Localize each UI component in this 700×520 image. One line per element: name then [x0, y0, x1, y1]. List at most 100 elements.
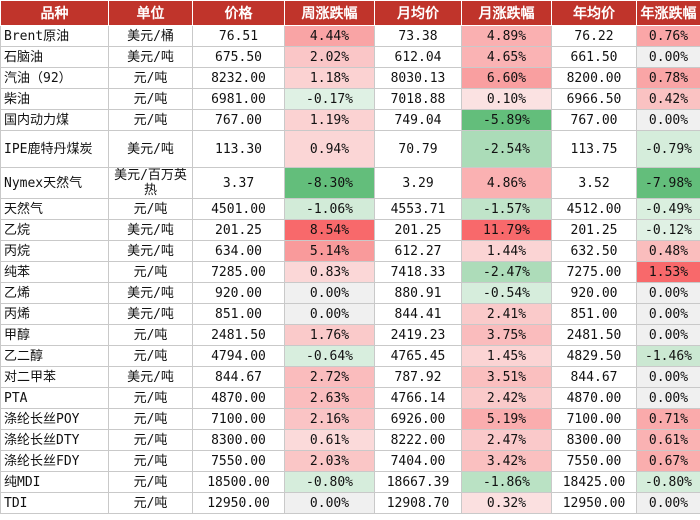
cell-month-change: 2.41% [461, 303, 552, 325]
cell-year-avg: 8200.00 [551, 67, 637, 89]
cell-year-avg: 4829.50 [551, 345, 637, 367]
header-cell-week-change: 周涨跌幅 [284, 0, 375, 26]
cell-price: 675.50 [192, 46, 285, 68]
cell-year-change: 0.00% [636, 109, 700, 131]
header-cell-price: 价格 [192, 0, 285, 26]
cell-week-change: -0.17% [284, 88, 375, 110]
cell-unit: 元/吨 [108, 471, 193, 493]
cell-name: Nymex天然气 [0, 167, 109, 199]
cell-unit: 美元/桶 [108, 25, 193, 47]
table-row: Brent原油 美元/桶 76.51 4.44% 73.38 4.89% 76.22 0.76… [0, 25, 700, 47]
table-row: 纯MDI 元/吨 18500.00 -0.80% 18667.39 -1.86% 18425… [0, 471, 700, 493]
cell-year-avg: 76.22 [551, 25, 637, 47]
cell-name: 汽油（92） [0, 67, 109, 89]
cell-name: 丙烷 [0, 240, 109, 262]
cell-unit: 元/吨 [108, 324, 193, 346]
cell-month-avg: 2419.23 [374, 324, 462, 346]
cell-price: 18500.00 [192, 471, 285, 493]
cell-month-avg: 749.04 [374, 109, 462, 131]
cell-month-change: 3.51% [461, 366, 552, 388]
cell-price: 113.30 [192, 130, 285, 168]
table-row: Nymex天然气 美元/百万英热 3.37 -8.30% 3.29 4.86% 3.52 -7… [0, 167, 700, 199]
cell-year-change: -0.79% [636, 130, 700, 168]
cell-price: 844.67 [192, 366, 285, 388]
table-row: 乙二醇 元/吨 4794.00 -0.64% 4765.45 1.45% 4829.50 -1… [0, 345, 700, 367]
cell-unit: 元/吨 [108, 408, 193, 430]
header-cell-unit: 单位 [108, 0, 193, 26]
cell-month-change: 3.42% [461, 450, 552, 472]
table-row: 涤纶长丝DTY 元/吨 8300.00 0.61% 8222.00 2.47% 8300.0… [0, 429, 700, 451]
cell-name: 石脑油 [0, 46, 109, 68]
cell-name: IPE鹿特丹煤炭 [0, 130, 109, 168]
cell-year-change: -0.49% [636, 198, 700, 220]
cell-week-change: -1.06% [284, 198, 375, 220]
cell-unit: 元/吨 [108, 261, 193, 283]
cell-month-change: 1.44% [461, 240, 552, 262]
cell-name: 涤纶长丝POY [0, 408, 109, 430]
cell-month-avg: 8222.00 [374, 429, 462, 451]
cell-name: 乙烯 [0, 282, 109, 304]
cell-year-change: 0.00% [636, 303, 700, 325]
cell-unit: 元/吨 [108, 492, 193, 514]
cell-month-avg: 880.91 [374, 282, 462, 304]
cell-year-avg: 12950.00 [551, 492, 637, 514]
cell-year-avg: 7550.00 [551, 450, 637, 472]
header-cell-name: 品种 [0, 0, 109, 26]
cell-month-avg: 612.04 [374, 46, 462, 68]
cell-month-avg: 4553.71 [374, 198, 462, 220]
cell-year-change: 0.00% [636, 282, 700, 304]
cell-price: 2481.50 [192, 324, 285, 346]
cell-unit: 元/吨 [108, 387, 193, 409]
cell-name: 甲醇 [0, 324, 109, 346]
table-row: 对二甲苯 美元/吨 844.67 2.72% 787.92 3.51% 844.67 0.00… [0, 366, 700, 388]
cell-name: PTA [0, 387, 109, 409]
cell-week-change: 2.63% [284, 387, 375, 409]
cell-price: 8300.00 [192, 429, 285, 451]
cell-month-change: -1.86% [461, 471, 552, 493]
cell-year-avg: 18425.00 [551, 471, 637, 493]
table-row: 石脑油 美元/吨 675.50 2.02% 612.04 4.65% 661.50 0.00% [0, 46, 700, 68]
cell-name: TDI [0, 492, 109, 514]
cell-month-change: 5.19% [461, 408, 552, 430]
cell-week-change: 2.03% [284, 450, 375, 472]
header-cell-year-change: 年涨跌幅 [636, 0, 700, 26]
cell-year-change: 0.48% [636, 240, 700, 262]
cell-year-change: -1.46% [636, 345, 700, 367]
header-cell-month-change: 月涨跌幅 [461, 0, 552, 26]
cell-month-change: 2.42% [461, 387, 552, 409]
table-row: 乙烷 美元/吨 201.25 8.54% 201.25 11.79% 201.25 -0.12… [0, 219, 700, 241]
table-row: IPE鹿特丹煤炭 美元/吨 113.30 0.94% 70.79 -2.54% 113.75… [0, 130, 700, 168]
cell-price: 4501.00 [192, 198, 285, 220]
table-row: 纯苯 元/吨 7285.00 0.83% 7418.33 -2.47% 7275.00 1.5… [0, 261, 700, 283]
cell-year-change: 0.00% [636, 46, 700, 68]
cell-month-change: -0.54% [461, 282, 552, 304]
cell-week-change: -8.30% [284, 167, 375, 199]
cell-name: 天然气 [0, 198, 109, 220]
cell-month-change: -1.57% [461, 198, 552, 220]
cell-year-change: 0.67% [636, 450, 700, 472]
cell-unit: 元/吨 [108, 88, 193, 110]
cell-year-change: -0.12% [636, 219, 700, 241]
cell-month-change: -2.54% [461, 130, 552, 168]
cell-week-change: 0.61% [284, 429, 375, 451]
cell-year-avg: 4870.00 [551, 387, 637, 409]
table-body: Brent原油 美元/桶 76.51 4.44% 73.38 4.89% 76.22 0.76… [0, 25, 700, 514]
cell-year-change: 0.76% [636, 25, 700, 47]
cell-unit: 美元/吨 [108, 240, 193, 262]
cell-unit: 美元/吨 [108, 282, 193, 304]
cell-month-change: 11.79% [461, 219, 552, 241]
cell-week-change: 2.02% [284, 46, 375, 68]
cell-week-change: 2.72% [284, 366, 375, 388]
cell-price: 851.00 [192, 303, 285, 325]
cell-week-change: 1.19% [284, 109, 375, 131]
table-row: 乙烯 美元/吨 920.00 0.00% 880.91 -0.54% 920.00 0.00% [0, 282, 700, 304]
cell-month-avg: 3.29 [374, 167, 462, 199]
cell-month-change: 4.89% [461, 25, 552, 47]
cell-year-avg: 920.00 [551, 282, 637, 304]
cell-unit: 美元/吨 [108, 219, 193, 241]
cell-unit: 元/吨 [108, 67, 193, 89]
cell-month-avg: 201.25 [374, 219, 462, 241]
cell-month-avg: 7418.33 [374, 261, 462, 283]
cell-year-avg: 632.50 [551, 240, 637, 262]
